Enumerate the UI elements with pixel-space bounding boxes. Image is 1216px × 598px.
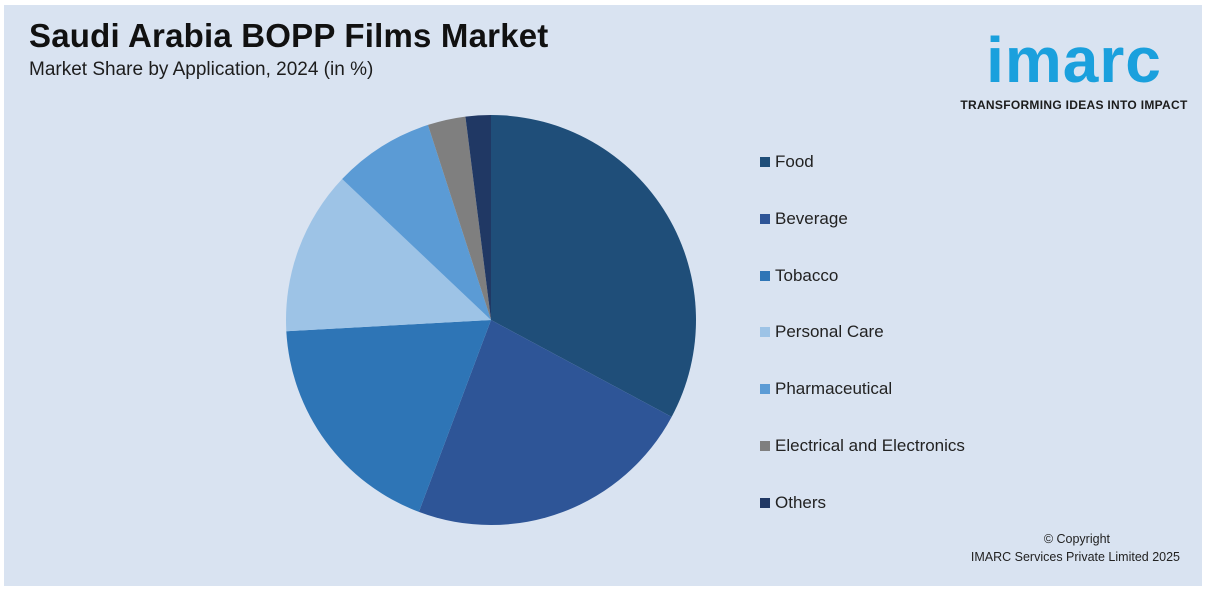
pie-slice-food — [491, 115, 696, 417]
pie-slice-tobacco — [286, 320, 491, 512]
legend-item-pharmaceutical: Pharmaceutical — [760, 378, 1060, 400]
copyright-notice: © Copyright IMARC Services Private Limit… — [940, 530, 1180, 566]
pie-slice-electrical-and-electronics — [427, 116, 491, 320]
chart-title: Saudi Arabia BOPP Films Market — [29, 17, 549, 54]
legend-label: Personal Care — [775, 322, 884, 342]
legend-item-others: Others — [760, 492, 1060, 514]
legend-label: Pharmaceutical — [775, 379, 893, 399]
legend-item-personal-care: Personal Care — [760, 321, 1060, 343]
legend-label: Electrical and Electronics — [775, 436, 965, 455]
copyright-line-2: IMARC Services Private Limited 2025 — [970, 550, 1180, 564]
legend-swatch — [760, 157, 770, 167]
logo-wordmark: imarc — [986, 24, 1162, 96]
copyright-line-1: © Copyright — [1043, 532, 1110, 546]
pie-slice-others — [465, 115, 491, 320]
pie-slice-pharmaceutical — [342, 124, 491, 321]
legend-label: Food — [775, 152, 814, 171]
legend-label: Tobacco — [775, 265, 839, 285]
legend-label: Others — [775, 492, 827, 512]
legend-swatch — [760, 213, 770, 224]
legend-item-food: Food — [760, 151, 1060, 173]
imarc-logo: imarc TRANSFORMING IDEAS INTO IMPACT — [958, 10, 1190, 116]
legend-item-electrical-and-electronics: Electrical and Electronics — [760, 435, 1060, 457]
legend-swatch — [760, 327, 770, 338]
logo-tagline: TRANSFORMING IDEAS INTO IMPACT — [960, 98, 1188, 112]
pie-slice-personal-care — [286, 179, 491, 332]
legend-item-tobacco: Tobacco — [760, 265, 1060, 287]
legend-swatch — [760, 384, 770, 395]
legend-swatch — [760, 441, 770, 451]
pie-slice-beverage — [418, 320, 672, 526]
legend-item-beverage: Beverage — [760, 208, 1060, 230]
legend-swatch — [760, 270, 770, 281]
legend-swatch — [760, 497, 770, 508]
legend-label: Beverage — [775, 208, 848, 228]
chart-subtitle: Market Share by Application, 2024 (in %) — [29, 59, 374, 80]
